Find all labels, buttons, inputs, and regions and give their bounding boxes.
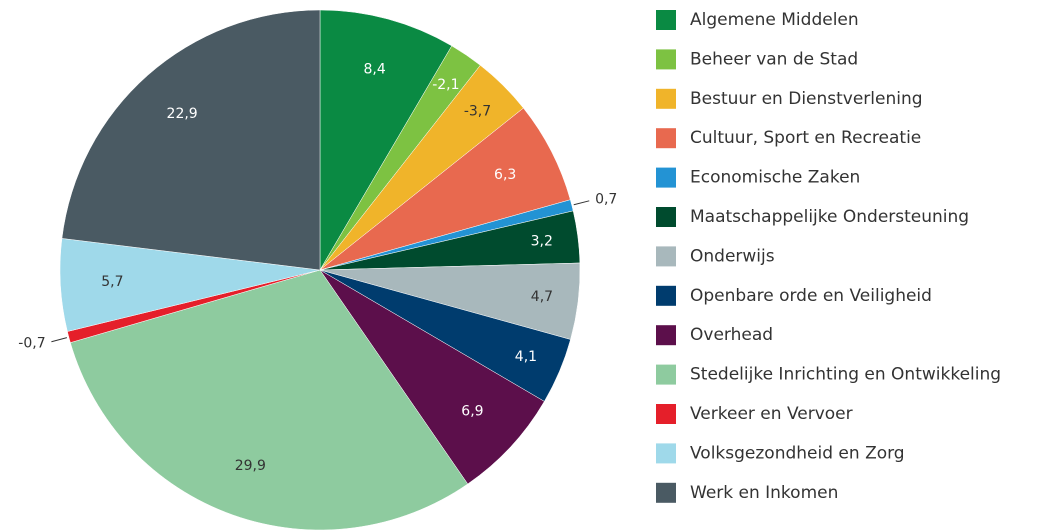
legend-swatch — [656, 207, 676, 227]
data-label: 6,9 — [461, 404, 483, 420]
data-label: -2,1 — [432, 77, 459, 93]
legend-label: Beheer van de Stad — [690, 49, 858, 69]
data-label: -3,7 — [464, 103, 491, 119]
data-label: 8,4 — [363, 61, 385, 77]
legend-swatch — [656, 128, 676, 149]
data-label: 22,9 — [167, 106, 198, 122]
legend-label: Bestuur en Dienstverlening — [690, 89, 923, 109]
legend-swatch — [656, 246, 676, 267]
legend-label: Algemene Middelen — [690, 10, 859, 30]
legend-label: Onderwijs — [690, 246, 775, 266]
legend-swatch — [656, 404, 676, 424]
legend-label: Werk en Inkomen — [690, 483, 838, 503]
legend-swatch — [656, 88, 676, 109]
legend-swatch — [656, 482, 676, 503]
legend-swatch — [656, 364, 676, 385]
leader-line — [573, 200, 590, 206]
legend-swatch — [656, 49, 676, 70]
pie-slice — [70, 269, 469, 530]
data-label: 4,7 — [531, 289, 553, 305]
data-label: 6,3 — [494, 167, 516, 183]
legend-swatch — [656, 325, 676, 346]
legend-label: Volksgezondheid en Zorg — [690, 443, 905, 463]
data-label: 29,9 — [235, 458, 266, 474]
legend-label: Verkeer en Vervoer — [690, 404, 853, 424]
leader-line — [51, 337, 68, 343]
legend-label: Overhead — [690, 325, 773, 345]
pie-slice — [319, 9, 453, 271]
legend-swatch — [656, 167, 676, 188]
legend-swatch — [656, 10, 676, 30]
data-label: 3,2 — [531, 233, 553, 249]
data-label: -0,7 — [18, 335, 45, 351]
legend-swatch — [656, 285, 676, 306]
data-label: 5,7 — [101, 274, 123, 290]
data-label: 4,1 — [515, 349, 537, 365]
legend-label: Maatschappelijke Ondersteuning — [690, 207, 969, 227]
legend-label: Stedelijke Inrichting en Ontwikkeling — [690, 365, 1001, 385]
legend-label: Openbare orde en Veiligheid — [690, 286, 932, 306]
legend-label: Economische Zaken — [690, 168, 860, 188]
data-label: 0,7 — [595, 191, 617, 207]
legend-label: Cultuur, Sport en Recreatie — [690, 128, 921, 148]
pie-slice — [319, 269, 545, 485]
legend-swatch — [656, 443, 676, 464]
pie-slice — [61, 9, 321, 271]
